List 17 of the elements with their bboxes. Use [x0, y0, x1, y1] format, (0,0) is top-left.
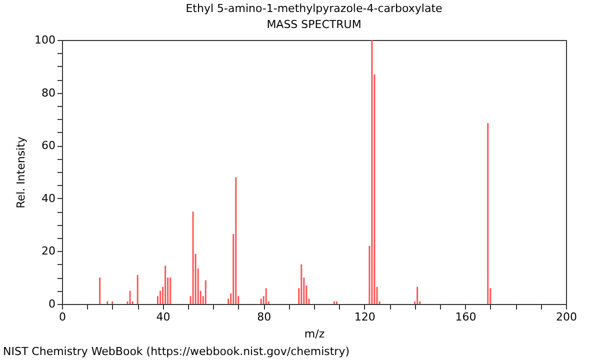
- y-tick-label: 80: [42, 86, 56, 100]
- x-tick-label: 160: [455, 310, 476, 324]
- y-tick-label: 20: [42, 244, 56, 258]
- chart-title: Ethyl 5-amino-1-methylpyrazole-4-carboxylate: [186, 2, 443, 15]
- y-tick-label: 60: [42, 139, 56, 152]
- chart-subtitle: MASS SPECTRUM: [266, 18, 362, 31]
- x-tick-label: 200: [556, 310, 577, 324]
- x-tick-label: 40: [156, 310, 170, 324]
- x-axis-title: m/z: [304, 328, 325, 340]
- x-tick-label: 0: [59, 310, 66, 324]
- x-tick-label: 120: [354, 310, 376, 324]
- text: NIST Chemistry WebBook (https://webbook.nist.gov/chemistry): [3, 345, 350, 358]
- x-tick-label: 80: [257, 310, 272, 324]
- y-axis-title: Rel. Intensity: [14, 136, 28, 208]
- y-tick-label: 100: [34, 34, 56, 46]
- y-tick-label: 0: [48, 298, 56, 310]
- y-tick-label: 40: [42, 192, 56, 205]
